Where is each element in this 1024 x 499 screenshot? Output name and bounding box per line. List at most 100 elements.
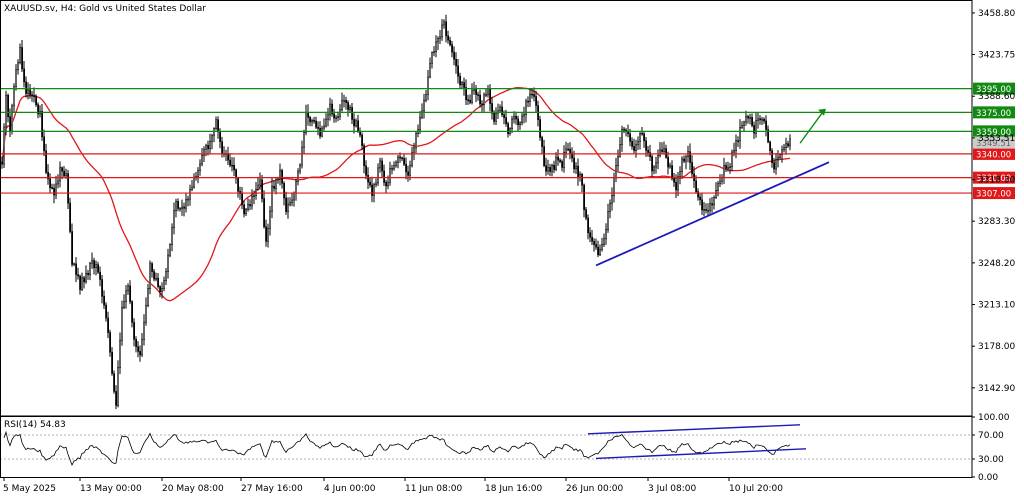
candle-body (197, 170, 200, 177)
candle-body (203, 148, 206, 156)
candle-body (729, 166, 732, 168)
candle-body (381, 160, 384, 172)
candle-body (325, 118, 328, 127)
candle-body (153, 271, 156, 280)
candle-body (51, 187, 54, 189)
candle-body (575, 165, 578, 170)
candle-body (691, 162, 694, 175)
candle-body (437, 38, 440, 43)
candle-body (535, 96, 538, 106)
candle-body (665, 148, 668, 158)
candle-body (667, 157, 670, 168)
candle-body (179, 208, 182, 210)
candle-body (527, 100, 530, 103)
candle-body (7, 95, 10, 118)
candle-body (173, 210, 176, 228)
candle-body (741, 125, 744, 128)
candle-body (545, 165, 548, 172)
candle-body (235, 169, 238, 179)
rsi-tick-label: 0.00 (978, 473, 998, 483)
candle-body (369, 181, 372, 186)
candle-body (73, 263, 76, 266)
candle-body (507, 123, 510, 134)
candle-body (661, 149, 664, 152)
candle-body (397, 156, 400, 163)
candle-body (305, 112, 308, 133)
candle-body (311, 120, 314, 123)
candle-body (25, 81, 28, 94)
y-tick-label: 3248.20 (978, 259, 1015, 269)
candle-body (757, 118, 760, 121)
candle-body (171, 227, 174, 245)
candle-body (467, 99, 470, 101)
candle-body (53, 187, 56, 196)
candle-body (543, 146, 546, 166)
candle-body (503, 114, 506, 118)
candle-body (771, 150, 774, 163)
candle-body (781, 149, 784, 155)
candle-body (405, 164, 408, 173)
candle-body (37, 104, 40, 115)
candle-body (699, 196, 702, 201)
candle-body (759, 118, 762, 121)
x-tick-label: 5 May 2025 (3, 484, 56, 494)
candle-body (493, 113, 496, 122)
rsi-tick-label: 30.00 (978, 455, 1004, 465)
candle-body (267, 228, 270, 242)
candle-body (347, 102, 350, 110)
candle-body (413, 147, 416, 153)
candle-body (393, 165, 396, 169)
candle-body (99, 271, 102, 280)
candle-body (321, 127, 324, 137)
candle-body (391, 168, 394, 170)
candle-body (323, 125, 326, 129)
candle-body (183, 206, 186, 209)
candle-body (277, 177, 280, 181)
candle-body (689, 151, 692, 163)
candle-body (455, 58, 458, 67)
candle-body (715, 190, 718, 198)
candle-body (363, 145, 366, 167)
candle-body (443, 21, 446, 26)
candle-body (301, 146, 304, 166)
candle-body (45, 150, 48, 173)
candle-body (669, 165, 672, 168)
candle-body (553, 165, 556, 170)
candle-body (249, 204, 252, 207)
candle-body (355, 120, 358, 127)
candle-body (705, 209, 708, 211)
candle-body (187, 198, 190, 201)
y-tick-label: 3142.90 (978, 384, 1015, 394)
candle-body (679, 171, 682, 178)
candle-body (539, 119, 542, 138)
candle-body (557, 156, 560, 161)
candle-body (35, 96, 38, 106)
candle-body (653, 166, 656, 172)
candle-body (47, 172, 50, 180)
candle-body (373, 184, 376, 196)
candle-body (673, 178, 676, 183)
candle-body (599, 249, 602, 256)
candle-body (745, 116, 748, 123)
candle-body (645, 140, 648, 151)
candle-body (349, 107, 352, 110)
candle-body (703, 209, 706, 211)
candle-body (137, 346, 140, 352)
candle-body (607, 211, 610, 230)
candle-body (303, 132, 306, 148)
candle-body (495, 112, 498, 122)
candle-body (777, 157, 780, 160)
current-price-label: 3349.51 (976, 139, 1011, 149)
candle-body (105, 304, 108, 319)
level-tag-3340.00 (973, 147, 1015, 160)
candle-body (271, 185, 274, 212)
candle-body (603, 238, 606, 245)
candle-body (9, 116, 12, 132)
candle-body (281, 170, 284, 184)
candle-body (193, 176, 196, 188)
candle-body (547, 167, 550, 172)
candle-body (163, 280, 166, 289)
candle-body (31, 94, 34, 97)
candle-body (221, 141, 224, 154)
y-tick-label: 3458.80 (978, 9, 1015, 19)
